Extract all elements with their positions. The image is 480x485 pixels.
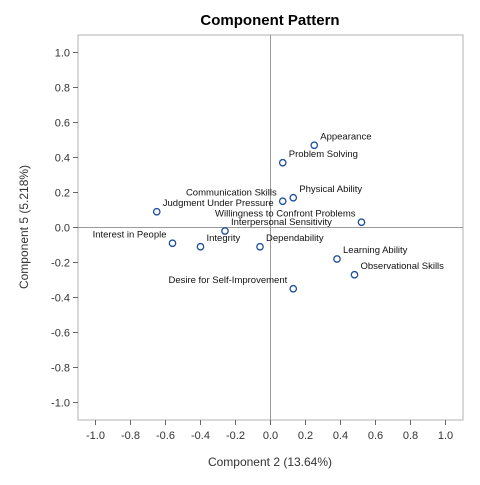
data-point-marker — [350, 270, 359, 279]
data-point-marker — [256, 242, 264, 251]
x-axis-label: Component 2 (13.64%) — [208, 455, 332, 469]
x-tick-label: 0.6 — [368, 430, 383, 442]
x-tick-label: -0.6 — [156, 430, 175, 442]
data-points: Appearance Problem Solving Physical Abilit… — [93, 131, 445, 293]
data-point-label: Observational Skills — [361, 261, 445, 272]
data-point-label: Appearance — [320, 131, 371, 142]
data-point-label: Interest in People — [93, 229, 167, 240]
x-tick-label: -0.2 — [226, 430, 245, 442]
data-point-label: Communication Skills — [186, 187, 277, 198]
data-point-marker — [289, 193, 298, 202]
x-tick-label: 0.2 — [298, 430, 313, 442]
y-tick-label: -0.6 — [51, 328, 70, 340]
y-axis-label: Component 5 (5.218%) — [17, 165, 31, 289]
data-point-marker — [168, 239, 177, 248]
data-point-marker — [278, 197, 287, 206]
x-tick-label: 0.8 — [403, 430, 418, 442]
y-tick-label: -0.2 — [51, 258, 70, 270]
y-tick-label: 0.2 — [55, 188, 70, 200]
data-point-marker — [357, 218, 366, 227]
reference-lines — [78, 35, 463, 420]
data-point-marker — [310, 141, 319, 150]
data-point-label: Learning Ability — [343, 245, 408, 256]
x-tick-label: -1.0 — [86, 430, 105, 442]
y-axis-ticks: 1.0 0.8 0.6 0.4 0.2 0.0 -0.2 -0.4 -0.6 -0.8 -1.0 — [51, 48, 78, 410]
y-tick-label: 0.4 — [55, 153, 70, 165]
data-point-label: Integrity — [207, 233, 241, 244]
x-tick-label: 0.4 — [333, 430, 348, 442]
y-tick-label: 0.8 — [55, 83, 70, 95]
x-tick-label: -0.8 — [121, 430, 140, 442]
x-tick-label: 1.0 — [438, 430, 453, 442]
data-point-marker — [196, 242, 205, 251]
data-point-label: Dependability — [266, 233, 324, 244]
data-point-label: Problem Solving — [289, 149, 358, 160]
data-point-label: Physical Ability — [299, 184, 362, 195]
data-point-marker — [278, 158, 287, 167]
y-tick-label: 0.6 — [55, 118, 70, 130]
y-tick-label: 0.0 — [55, 223, 70, 235]
data-point-label: Judgment Under Pressure — [163, 198, 274, 209]
data-point-marker — [152, 207, 161, 216]
x-axis-ticks: -1.0 -0.8 -0.6 -0.4 -0.2 0.0 0.2 0.4 0.6 0.8 1.0 — [86, 420, 453, 442]
data-point-marker — [289, 284, 298, 293]
data-point-label: Desire for Self-Improvement — [168, 275, 287, 286]
y-tick-label: -0.8 — [51, 363, 70, 375]
y-tick-label: -1.0 — [51, 398, 70, 410]
x-tick-label: 0.0 — [263, 430, 278, 442]
data-point-marker — [221, 227, 229, 235]
y-tick-label: -0.4 — [51, 293, 70, 305]
y-tick-label: 1.0 — [55, 48, 70, 60]
data-point-label: Interpersonal Sensitivity — [231, 217, 332, 228]
data-point-label: Willingness to Confront Problems — [215, 208, 356, 219]
chart-title: Component Pattern — [200, 12, 339, 29]
data-point-marker — [333, 255, 341, 263]
x-tick-label: -0.4 — [191, 430, 210, 442]
